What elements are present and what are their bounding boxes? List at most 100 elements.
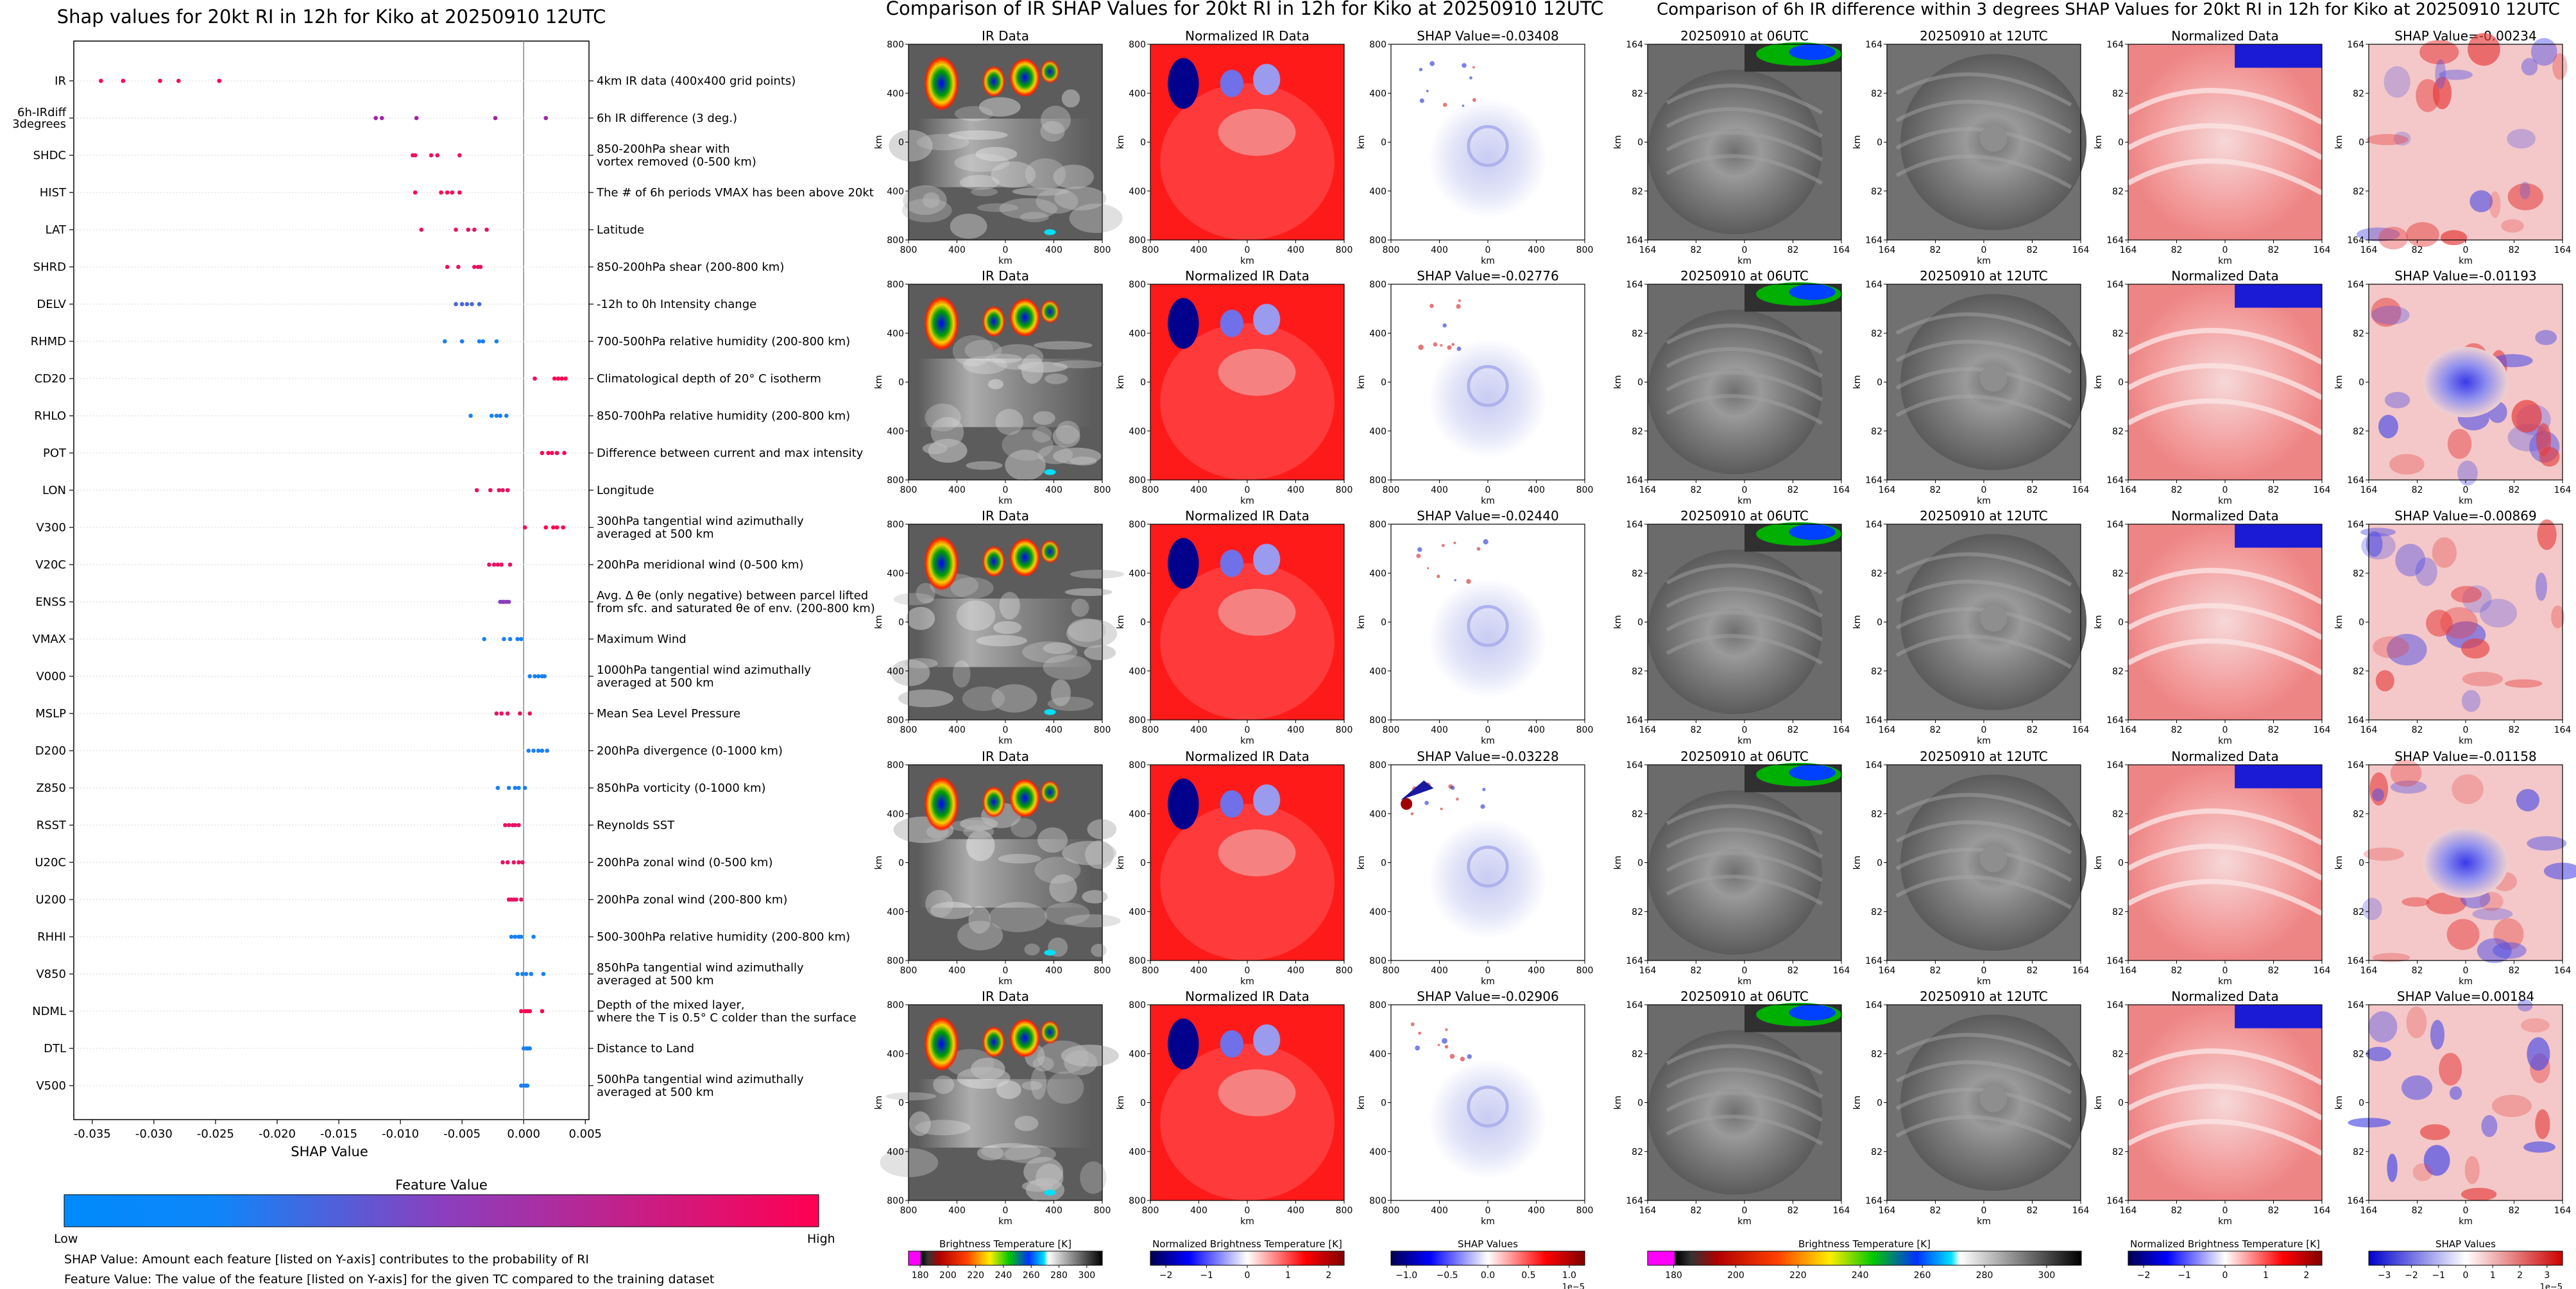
spiral-band <box>1895 127 2072 162</box>
cloud-band <box>918 839 1093 908</box>
panel-title: 20250910 at 06UTC <box>1680 268 1809 284</box>
shap-point <box>435 153 440 158</box>
shap-patch <box>2364 847 2405 861</box>
shap-value-title: SHAP Value=-0.03408 <box>1417 28 1558 44</box>
cloud-band <box>918 598 1093 667</box>
x-axis-label: km <box>1977 256 1991 266</box>
y-tick-label: 82 <box>2112 329 2124 339</box>
shap-point <box>487 562 491 567</box>
y-tick-label: 82 <box>1871 329 1882 339</box>
shap-point <box>506 823 511 828</box>
colorbar-label: Brightness Temperature [K] <box>939 1238 1071 1250</box>
colorbar-tick-label: −1 <box>1200 1270 1213 1281</box>
feature-description: 500hPa tangential wind azimuthally averag… <box>597 1073 804 1099</box>
y-tick-label: 164 <box>2106 1000 2124 1011</box>
x-axis-label: km <box>998 1216 1012 1227</box>
shap-patch <box>2521 1018 2550 1033</box>
shap-patch <box>2461 1188 2497 1201</box>
shap-patch <box>2461 638 2490 659</box>
cold-cloud-strip <box>2235 765 2322 789</box>
x-tick-label: 82 <box>2268 245 2280 255</box>
shap-point <box>454 302 458 307</box>
panel-title: Normalized IR Data <box>1185 28 1309 44</box>
y-tick-label: 82 <box>1632 907 1643 918</box>
spiral-band <box>1666 1091 1823 1122</box>
x-tick-label: 164 <box>2314 966 2331 976</box>
shap-patch <box>2479 599 2517 627</box>
spiral-band <box>1666 851 1823 882</box>
y-tick-label: 164 <box>1626 235 1643 246</box>
x-tick-label: 164 <box>2554 1206 2572 1216</box>
cloud-texture <box>923 192 940 209</box>
x-tick-label: 400 <box>1287 725 1304 735</box>
x-axis-label: km <box>1240 977 1254 987</box>
spiral-band <box>2127 568 2323 605</box>
cloud-texture <box>1047 696 1094 711</box>
x-tick-label: 82 <box>1787 725 1799 735</box>
feature-description: 500-300hPa relative humidity (200-800 km… <box>597 930 850 944</box>
feature-label-ndml: NDML <box>32 1005 66 1018</box>
x-tick-label: 164 <box>2314 245 2331 255</box>
feature-description: 4km IR data (400x400 grid points) <box>597 74 796 88</box>
x-tick-label: -0.035 <box>74 1127 111 1141</box>
convection-blob <box>924 776 959 832</box>
shap-speckle <box>1429 61 1435 66</box>
x-tick-label: 400 <box>1431 725 1448 735</box>
y-tick-label: 400 <box>1369 907 1386 918</box>
shap-point <box>468 413 473 418</box>
shap-patch <box>2451 586 2482 603</box>
shap-patch <box>2389 454 2425 475</box>
irdiff-shap-image-grid: Comparison of 6h IR difference within 3 … <box>1613 0 2576 1289</box>
spiral-band <box>2127 638 2323 676</box>
y-tick-label: 164 <box>1626 1000 1643 1011</box>
shap-point <box>498 413 502 418</box>
shap-value-title: SHAP Value=-0.00869 <box>2394 508 2536 524</box>
y-tick-label: 164 <box>2106 475 2124 486</box>
norm-texture <box>1218 108 1296 156</box>
shap-speckle <box>1472 65 1475 69</box>
y-tick-label: 800 <box>1129 1196 1146 1206</box>
cloud-texture <box>950 577 994 599</box>
colorbar-label: Normalized Brightness Temperature [K] <box>2130 1238 2320 1250</box>
shap-patch <box>2479 892 2503 911</box>
shap-patch <box>2527 836 2567 851</box>
shap-point <box>465 302 470 307</box>
feature-description: Reynolds SST <box>597 819 675 832</box>
feature-description: 200hPa divergence (0-1000 km) <box>597 744 783 758</box>
x-tick-label: 82 <box>2509 245 2520 255</box>
x-tick-label: 0 <box>1003 245 1009 255</box>
y-tick-label: 800 <box>1369 715 1386 726</box>
y-tick-label: 82 <box>1871 187 1882 197</box>
y-tick-label: 400 <box>1369 568 1386 579</box>
colorbar-tick-label: 200 <box>1727 1270 1744 1281</box>
shap-patch <box>2371 298 2401 327</box>
x-axis-label: km <box>1481 736 1495 746</box>
beeswarm-frame <box>73 40 590 1120</box>
y-tick-label: 800 <box>1369 40 1386 50</box>
convection-blob <box>924 296 959 351</box>
shap-point <box>520 860 525 865</box>
y-tick-label: 164 <box>2106 235 2124 246</box>
y-tick-label: 800 <box>1129 956 1146 966</box>
shap-point <box>500 488 505 493</box>
x-axis-label: SHAP Value <box>291 1144 368 1159</box>
x-tick-label: 0.005 <box>568 1127 602 1141</box>
y-axis-label: km <box>1613 1096 1623 1110</box>
x-tick-label: 800 <box>1142 245 1159 255</box>
shap-patch <box>2477 938 2512 964</box>
norm-texture <box>1218 348 1296 396</box>
shap-speckle <box>1469 76 1472 80</box>
x-tick-label: 400 <box>948 966 966 976</box>
shap-speckle <box>1462 63 1467 68</box>
cloud-texture <box>1061 89 1080 108</box>
shap-patch <box>2378 226 2409 250</box>
shap-point <box>442 339 447 344</box>
cloud-texture <box>922 443 948 455</box>
y-tick-label: 0 <box>1637 138 1643 148</box>
colorbar-tick-label: −1.0 <box>1395 1270 1417 1281</box>
panel-title: Normalized Data <box>2171 28 2279 44</box>
shap-point <box>543 115 549 121</box>
shap-point <box>482 636 487 642</box>
spiral-band <box>2127 844 2323 881</box>
x-tick-label: 0 <box>2463 966 2469 976</box>
